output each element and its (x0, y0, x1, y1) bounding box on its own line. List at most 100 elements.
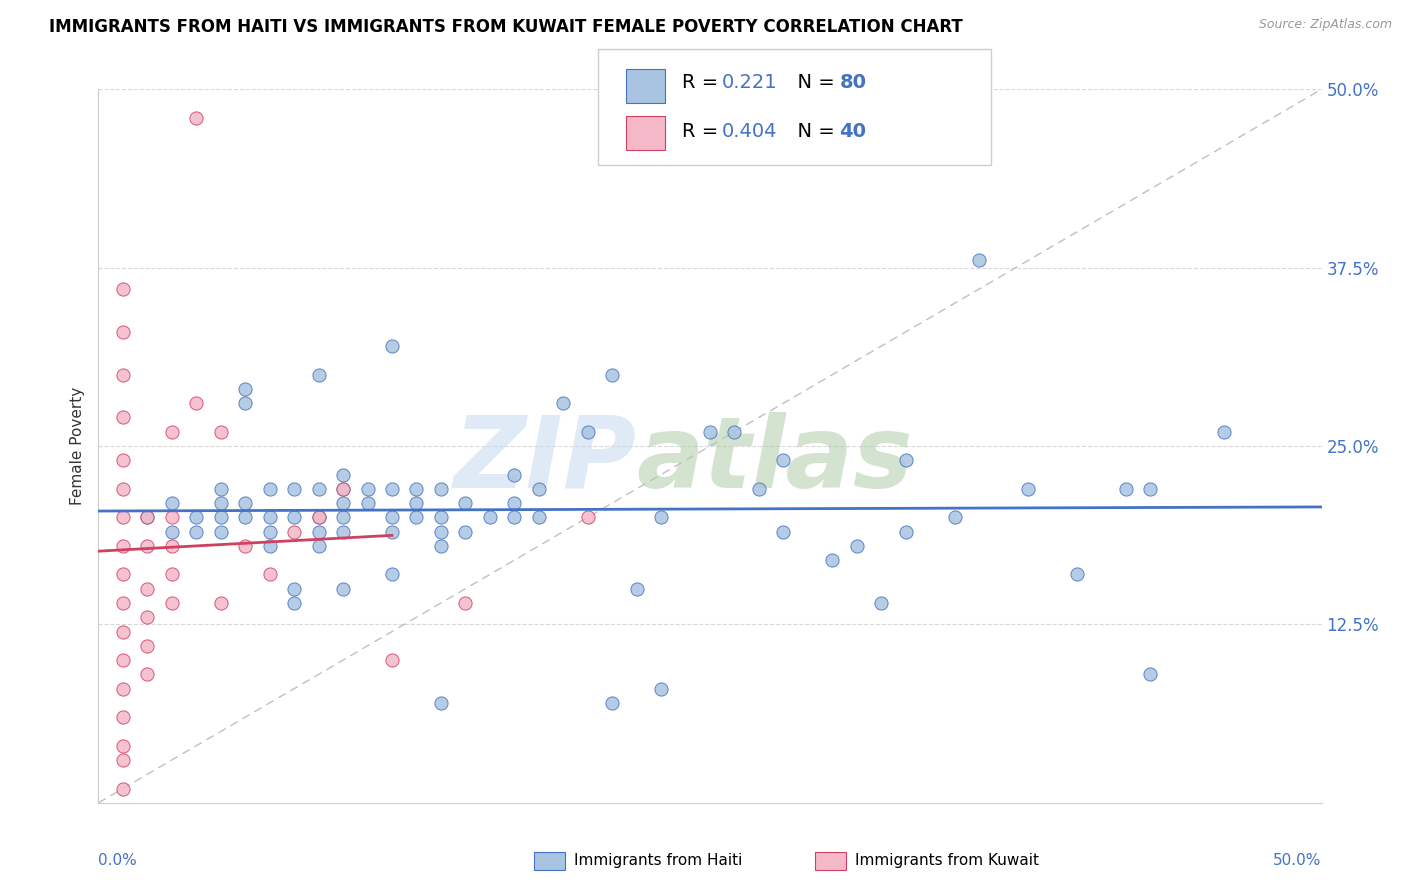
Point (209, 596, 232, 610)
Point (160, 567, 183, 582)
Point (626, 582, 648, 596)
Point (111, 596, 134, 610)
Text: Immigrants from Haiti: Immigrants from Haiti (574, 854, 742, 868)
Point (283, 482, 305, 496)
Point (111, 753, 134, 767)
Point (430, 696, 453, 710)
Text: 40: 40 (839, 121, 866, 141)
Point (967, 253, 990, 268)
Point (381, 510, 404, 524)
Point (332, 524, 354, 539)
Point (381, 653, 404, 667)
Point (430, 539, 453, 553)
Point (405, 496, 427, 510)
Point (430, 524, 453, 539)
Point (233, 496, 256, 510)
Point (111, 567, 134, 582)
Point (233, 539, 256, 553)
Point (186, 111, 208, 125)
Point (430, 482, 453, 496)
Point (381, 567, 404, 582)
Point (527, 510, 550, 524)
Point (454, 524, 477, 539)
Point (136, 510, 159, 524)
Point (821, 553, 844, 567)
Point (308, 482, 330, 496)
Point (454, 596, 477, 610)
Point (650, 681, 672, 696)
Point (308, 510, 330, 524)
Text: Source: ZipAtlas.com: Source: ZipAtlas.com (1258, 18, 1392, 31)
Point (308, 524, 330, 539)
Point (160, 425, 183, 439)
Point (136, 610, 159, 624)
Point (233, 510, 256, 524)
Text: N =: N = (785, 73, 841, 93)
Point (259, 567, 281, 582)
Point (186, 396, 208, 410)
Point (111, 681, 134, 696)
Text: 50.0%: 50.0% (1274, 853, 1322, 868)
Point (503, 496, 526, 510)
Point (111, 739, 134, 753)
Point (576, 510, 599, 524)
Point (600, 368, 623, 382)
Point (283, 596, 305, 610)
Point (943, 510, 966, 524)
Point (136, 639, 159, 653)
Point (430, 510, 453, 524)
Point (332, 467, 354, 482)
Text: R =: R = (682, 121, 724, 141)
Point (209, 482, 232, 496)
Point (503, 510, 526, 524)
Point (723, 425, 745, 439)
Point (405, 482, 427, 496)
Point (283, 582, 305, 596)
Point (748, 482, 770, 496)
Point (186, 524, 208, 539)
Text: 0.0%: 0.0% (98, 853, 138, 868)
Point (111, 510, 134, 524)
Point (209, 510, 232, 524)
Point (772, 453, 794, 467)
Point (576, 425, 599, 439)
Text: IMMIGRANTS FROM HAITI VS IMMIGRANTS FROM KUWAIT FEMALE POVERTY CORRELATION CHART: IMMIGRANTS FROM HAITI VS IMMIGRANTS FROM… (49, 18, 963, 36)
Point (111, 539, 134, 553)
Point (136, 510, 159, 524)
Point (405, 510, 427, 524)
Text: 80: 80 (839, 73, 866, 93)
Point (160, 596, 183, 610)
Point (332, 510, 354, 524)
Text: ZIP: ZIP (454, 412, 637, 508)
Point (332, 482, 354, 496)
Point (870, 596, 893, 610)
Point (381, 524, 404, 539)
Point (650, 510, 672, 524)
Y-axis label: Female Poverty: Female Poverty (70, 387, 86, 505)
Point (332, 496, 354, 510)
Point (186, 510, 208, 524)
Point (503, 467, 526, 482)
Text: Immigrants from Kuwait: Immigrants from Kuwait (855, 854, 1039, 868)
Point (233, 382, 256, 396)
Point (527, 482, 550, 496)
Point (111, 368, 134, 382)
Point (356, 482, 378, 496)
Point (259, 524, 281, 539)
Point (111, 482, 134, 496)
Point (160, 539, 183, 553)
Text: 0.404: 0.404 (721, 121, 776, 141)
Point (308, 510, 330, 524)
Point (381, 482, 404, 496)
Point (111, 653, 134, 667)
Point (111, 624, 134, 639)
Point (381, 339, 404, 353)
Point (111, 325, 134, 339)
Point (308, 539, 330, 553)
Point (699, 425, 721, 439)
Point (259, 539, 281, 553)
Point (308, 368, 330, 382)
Point (1017, 482, 1039, 496)
Point (1115, 482, 1137, 496)
Point (111, 710, 134, 724)
